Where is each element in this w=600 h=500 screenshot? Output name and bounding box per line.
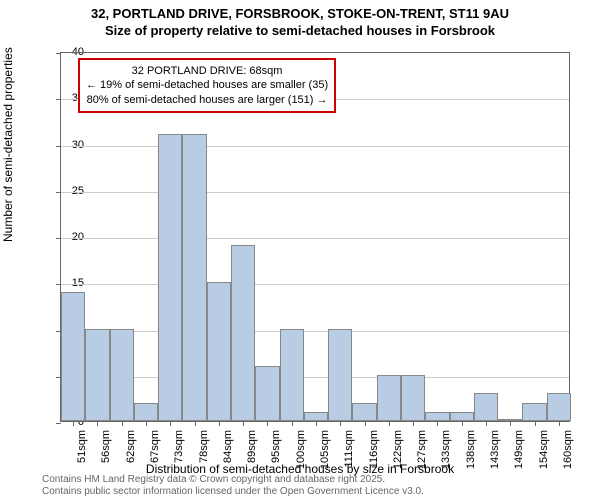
- bar: [110, 329, 134, 422]
- x-tick: [195, 421, 196, 426]
- y-tick: [56, 53, 61, 54]
- y-tick: [56, 423, 61, 424]
- x-tick: [389, 421, 390, 426]
- info-box: 32 PORTLAND DRIVE: 68sqm ← 19% of semi-d…: [78, 58, 336, 113]
- bar: [207, 282, 231, 421]
- bar: [255, 366, 279, 422]
- info-line1: 32 PORTLAND DRIVE: 68sqm: [86, 64, 328, 78]
- grid-line: [61, 284, 569, 285]
- x-tick: [122, 421, 123, 426]
- x-tick: [437, 421, 438, 426]
- x-tick: [267, 421, 268, 426]
- bar: [231, 245, 255, 421]
- x-tick: [510, 421, 511, 426]
- x-tick: [365, 421, 366, 426]
- bar: [280, 329, 304, 422]
- bar: [134, 403, 158, 422]
- bar: [352, 403, 376, 422]
- y-tick: [56, 284, 61, 285]
- footer-line1: Contains HM Land Registry data © Crown c…: [42, 474, 424, 486]
- y-tick: [56, 192, 61, 193]
- x-tick: [462, 421, 463, 426]
- y-tick: [56, 146, 61, 147]
- y-tick: [56, 238, 61, 239]
- x-tick: [170, 421, 171, 426]
- chart-container: 32, PORTLAND DRIVE, FORSBROOK, STOKE-ON-…: [0, 0, 600, 500]
- title-line2: Size of property relative to semi-detach…: [0, 23, 600, 40]
- x-tick: [146, 421, 147, 426]
- chart-title: 32, PORTLAND DRIVE, FORSBROOK, STOKE-ON-…: [0, 0, 600, 40]
- bar: [85, 329, 109, 422]
- bar: [450, 412, 474, 421]
- bar: [158, 134, 182, 421]
- grid-line: [61, 377, 569, 378]
- grid-line: [61, 192, 569, 193]
- y-tick: [56, 99, 61, 100]
- x-tick: [316, 421, 317, 426]
- bar: [182, 134, 206, 421]
- y-axis-title: Number of semi-detached properties: [1, 47, 15, 242]
- title-line1: 32, PORTLAND DRIVE, FORSBROOK, STOKE-ON-…: [0, 6, 600, 23]
- x-tick: [97, 421, 98, 426]
- info-line2: ← 19% of semi-detached houses are smalle…: [86, 78, 328, 92]
- info-line3: 80% of semi-detached houses are larger (…: [86, 93, 328, 107]
- grid-line: [61, 238, 569, 239]
- x-tick: [559, 421, 560, 426]
- bar: [522, 403, 546, 422]
- x-tick: [243, 421, 244, 426]
- grid-line: [61, 331, 569, 332]
- bar: [547, 393, 571, 421]
- x-tick: [292, 421, 293, 426]
- bar: [304, 412, 328, 421]
- x-tick: [413, 421, 414, 426]
- bar: [61, 292, 85, 422]
- x-tick: [340, 421, 341, 426]
- bar: [474, 393, 498, 421]
- footer-text: Contains HM Land Registry data © Crown c…: [42, 474, 424, 498]
- bar: [401, 375, 425, 421]
- bar: [328, 329, 352, 422]
- x-tick: [219, 421, 220, 426]
- footer-line2: Contains public sector information licen…: [42, 486, 424, 498]
- bar: [377, 375, 401, 421]
- x-tick: [73, 421, 74, 426]
- grid-line: [61, 146, 569, 147]
- x-tick: [535, 421, 536, 426]
- bar: [425, 412, 449, 421]
- x-tick: [486, 421, 487, 426]
